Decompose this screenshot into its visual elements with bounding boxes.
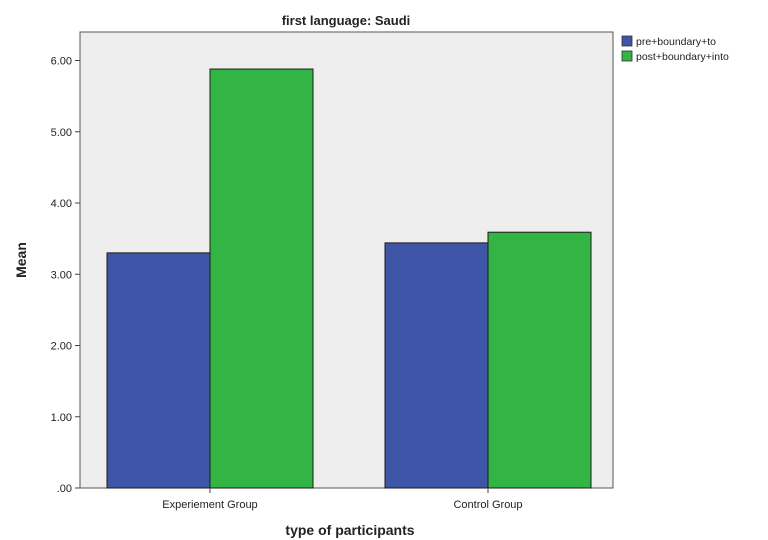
x-axis-label: type of participants	[285, 522, 414, 538]
y-tick-label: 2.00	[51, 341, 72, 353]
legend-label-pre-boundary-to: pre+boundary+to	[636, 36, 716, 48]
x-tick-label: Control Group	[453, 499, 522, 511]
y-tick-label: .00	[57, 483, 72, 495]
legend-label-post-boundary-into: post+boundary+into	[636, 51, 729, 63]
bar-post-boundary-into-experiement-group	[209, 68, 314, 489]
y-axis-label: Mean	[13, 242, 29, 278]
bar-pre-boundary-to-experiement-group	[106, 252, 211, 489]
x-axis: Experiement Group Control Group	[162, 488, 523, 511]
y-axis: .00 1.00 2.00 3.00 4.00 5.00 6.00	[51, 56, 80, 495]
y-tick-label: 1.00	[51, 412, 72, 424]
bar-pre-boundary-to-control-group	[384, 242, 489, 489]
y-tick-label: 5.00	[51, 127, 72, 139]
y-tick-label: 6.00	[51, 56, 72, 68]
legend: pre+boundary+to post+boundary+into	[621, 35, 729, 63]
bar-post-boundary-into-control-group	[487, 231, 592, 489]
y-tick-label: 4.00	[51, 198, 72, 210]
x-tick-label: Experiement Group	[162, 499, 257, 511]
y-tick-label: 3.00	[51, 269, 72, 281]
chart-title: first language: Saudi	[282, 13, 411, 28]
bars-group	[106, 68, 592, 489]
legend-swatch-pre-boundary-to	[621, 35, 633, 47]
legend-swatch-post-boundary-into	[621, 50, 633, 62]
